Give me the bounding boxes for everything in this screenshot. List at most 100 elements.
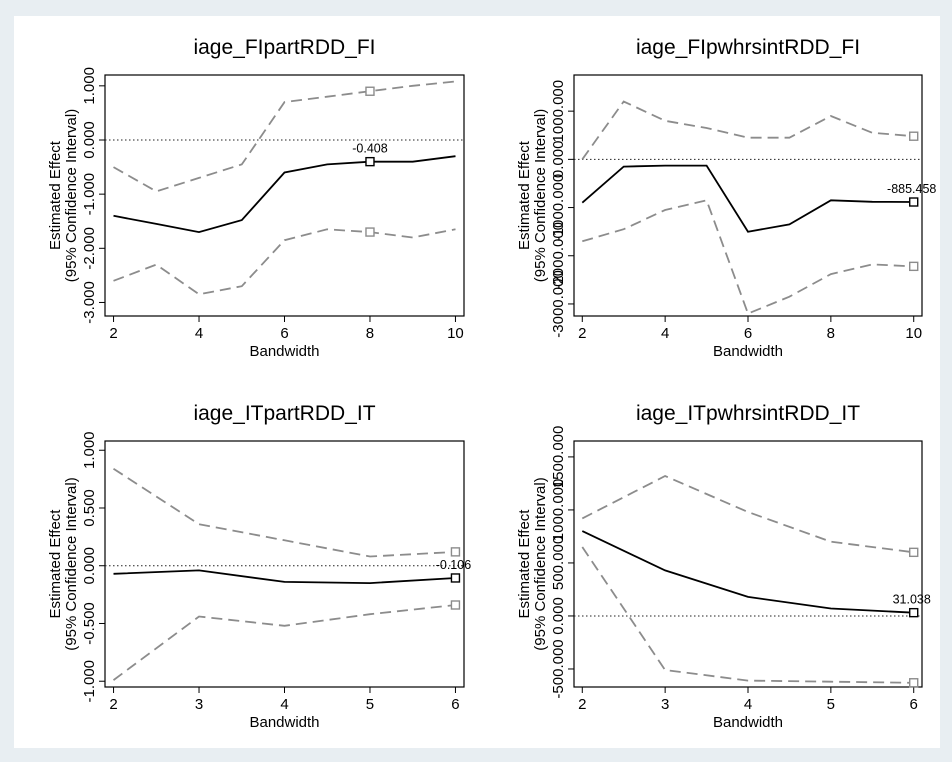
- estimate-marker: [450, 573, 461, 583]
- y-axis-label-line: (95% Confidence Interval): [532, 477, 549, 650]
- ci-upper-line: [113, 467, 456, 558]
- ci-marker: [909, 678, 919, 688]
- x-tick-label: 2: [109, 325, 117, 342]
- x-tick-label: 10: [447, 325, 464, 342]
- plot-frame: [573, 74, 923, 317]
- ci-marker: [450, 600, 461, 610]
- estimate-value-label: -885.458: [887, 182, 936, 196]
- y-tick-label: 0.500: [81, 489, 98, 527]
- y-tick-label: 0.000: [550, 597, 567, 635]
- y-axis-label-line: (95% Confidence Interval): [532, 109, 549, 282]
- ci-marker: [365, 86, 375, 96]
- y-tick-label: -2000.000: [550, 222, 567, 290]
- y-axis-label: Estimated Effect(95% Confidence Interval…: [516, 477, 549, 650]
- y-tick-label: -1.000: [81, 173, 98, 216]
- y-tick-label: 1.000: [81, 67, 98, 105]
- chart-fipwhrsint: iage_FIpwhrsintRDD_FI 2 4 6 8 10 Bandwidth -300…: [516, 36, 936, 360]
- y-tick-label: 0.000: [81, 121, 98, 159]
- x-axis-label: Bandwidth: [713, 714, 783, 731]
- x-tick-label: 4: [280, 696, 288, 713]
- x-tick-label: 4: [744, 696, 752, 713]
- y-tick-label: -3.000: [81, 281, 98, 324]
- y-tick-label: 0.000: [550, 141, 567, 179]
- chart-title: iage_FIpartRDD_FI: [193, 36, 375, 59]
- estimate-marker: [909, 607, 919, 618]
- x-tick-label: 2: [578, 325, 586, 342]
- x-tick-label: 6: [280, 325, 288, 342]
- plot-frame: [104, 74, 465, 317]
- y-axis-label-line: Estimated Effect: [47, 140, 64, 250]
- y-tick-label: -2.000: [81, 227, 98, 270]
- estimate-marker: [909, 197, 919, 207]
- y-tick-label: 1.000: [81, 431, 98, 469]
- ci-marker: [909, 131, 919, 141]
- y-tick-label: -1000.000: [550, 174, 567, 242]
- estimate-marker: [365, 156, 375, 167]
- ci-lower-line: [113, 228, 456, 296]
- y-axis-label-line: (95% Confidence Interval): [63, 109, 80, 282]
- ci-marker: [909, 261, 919, 272]
- estimate-value-label: -0.106: [436, 558, 471, 572]
- y-axis-label-line: (95% Confidence Interval): [63, 477, 80, 650]
- ci-lower-line: [582, 199, 914, 315]
- plot-frame: [573, 440, 923, 688]
- x-tick-label: 2: [109, 696, 117, 713]
- chart-panel-3: iage_ITpartRDD_IT 2 3 4 5 6 Bandwidth -1.000 -0.…: [14, 382, 477, 748]
- x-tick-label: 5: [366, 696, 374, 713]
- x-tick-label: 6: [910, 696, 918, 713]
- chart-title: iage_FIpwhrsintRDD_FI: [636, 36, 860, 59]
- x-tick-label: 6: [451, 696, 459, 713]
- ci-upper-line: [581, 475, 914, 554]
- chart-title: iage_ITpwhrsintRDD_IT: [636, 402, 860, 425]
- y-tick-label: 1500.000: [550, 426, 567, 489]
- x-axis-label: Bandwidth: [713, 343, 783, 360]
- x-tick-label: 8: [827, 325, 835, 342]
- estimate-line: [113, 155, 456, 234]
- estimate-line: [581, 530, 914, 614]
- y-tick-label: 1000.000: [550, 80, 567, 143]
- x-tick-label: 3: [661, 696, 669, 713]
- ci-lower-line: [581, 546, 914, 684]
- x-tick-label: 4: [195, 325, 203, 342]
- x-tick-label: 6: [744, 325, 752, 342]
- x-axis-label: Bandwidth: [249, 714, 319, 731]
- x-axis-label: Bandwidth: [249, 343, 319, 360]
- y-tick-label: -1.000: [81, 660, 98, 703]
- x-tick-label: 4: [661, 325, 669, 342]
- chart-panel-1: iage_FIpartRDD_FI 2 4 6 8 10 Bandwidth -3.000 -2…: [14, 16, 477, 382]
- x-tick-label: 3: [195, 696, 203, 713]
- chart-panel-2: iage_FIpwhrsintRDD_FI 2 4 6 8 10 Bandwidth -300…: [477, 16, 940, 382]
- y-axis-label-line: Estimated Effect: [47, 509, 64, 619]
- y-tick-label: 500.000: [550, 536, 567, 590]
- ci-marker: [450, 547, 461, 557]
- chart-title: iage_ITpartRDD_IT: [193, 402, 375, 425]
- plot-frame: [104, 440, 465, 688]
- figure: iage_FIpartRDD_FI 2 4 6 8 10 Bandwidth -3.000 -2…: [14, 16, 940, 748]
- ci-marker: [909, 547, 919, 558]
- ci-marker: [365, 227, 375, 237]
- y-tick-label: -3000.000: [550, 270, 567, 338]
- y-axis-label-line: Estimated Effect: [516, 140, 533, 250]
- x-tick-label: 5: [827, 696, 835, 713]
- y-tick-label: -0.500: [81, 602, 98, 645]
- estimate-value-label: -0.408: [352, 142, 387, 156]
- estimate-line: [581, 164, 914, 233]
- estimate-line: [113, 569, 456, 585]
- y-tick-label: -500.000: [550, 639, 567, 698]
- x-tick-label: 2: [578, 696, 586, 713]
- estimate-value-label: 31.038: [893, 593, 931, 607]
- chart-itpwhrsint: iage_ITpwhrsintRDD_IT 2 3 4 5 6 Bandwidth -500.…: [516, 402, 931, 731]
- y-tick-label: 0.000: [81, 547, 98, 585]
- x-tick-label: 8: [366, 325, 374, 342]
- ci-lower-line: [112, 604, 456, 681]
- y-axis-label: Estimated Effect(95% Confidence Interval…: [47, 109, 80, 282]
- x-tick-label: 10: [905, 325, 922, 342]
- y-axis-label-line: Estimated Effect: [516, 509, 533, 619]
- y-axis-label: Estimated Effect(95% Confidence Interval…: [516, 109, 549, 282]
- chart-itpart: iage_ITpartRDD_IT 2 3 4 5 6 Bandwidth -1.000 -0.…: [47, 402, 471, 731]
- y-tick-label: 1000.000: [550, 479, 567, 542]
- y-axis-label: Estimated Effect(95% Confidence Interval…: [47, 477, 80, 650]
- ci-upper-line: [113, 80, 456, 193]
- ci-upper-line: [581, 100, 914, 160]
- chart-panel-4: iage_ITpwhrsintRDD_IT 2 3 4 5 6 Bandwidth -500.…: [477, 382, 940, 748]
